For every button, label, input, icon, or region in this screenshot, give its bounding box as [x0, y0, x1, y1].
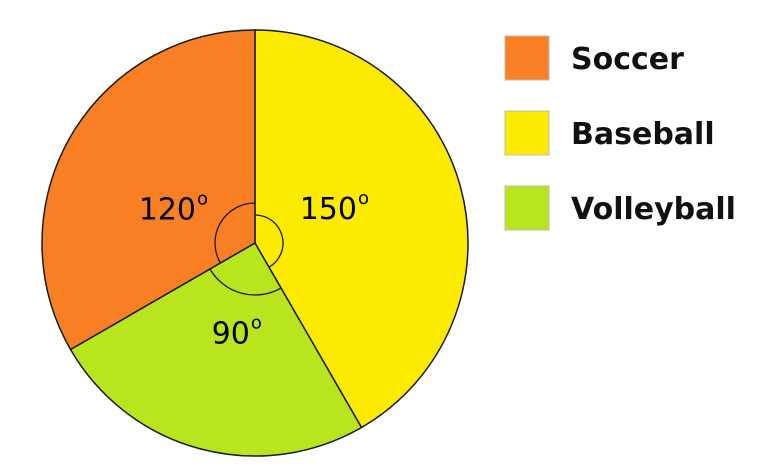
degree-mark-baseball: o [358, 188, 369, 209]
slice-label-baseball: 150 [300, 192, 357, 227]
angle-arc-soccer [214, 202, 256, 264]
legend-label-soccer: Soccer [571, 42, 684, 77]
pie-slices [41, 29, 469, 457]
angle-arc-baseball [254, 214, 284, 268]
angle-arcs [209, 202, 284, 296]
degree-mark-volleyball: o [251, 313, 262, 334]
legend-swatch-volleyball [504, 185, 550, 231]
pie-slice-baseball [254, 29, 469, 429]
legend-label-volleyball: Volleyball [571, 192, 736, 227]
slice-label-soccer: 120 [139, 192, 196, 227]
slice-label-volleyball: 90 [212, 317, 250, 352]
pie-slice-volleyball [69, 241, 363, 457]
pie-slice-soccer [41, 29, 256, 351]
legend-swatch-baseball [504, 110, 550, 156]
legend-label-baseball: Baseball [571, 117, 715, 152]
legend: Soccer Baseball Volleyball [504, 35, 736, 231]
degree-mark-soccer: o [197, 188, 208, 209]
legend-swatch-soccer [504, 35, 550, 81]
angle-arc-volleyball [209, 268, 282, 296]
